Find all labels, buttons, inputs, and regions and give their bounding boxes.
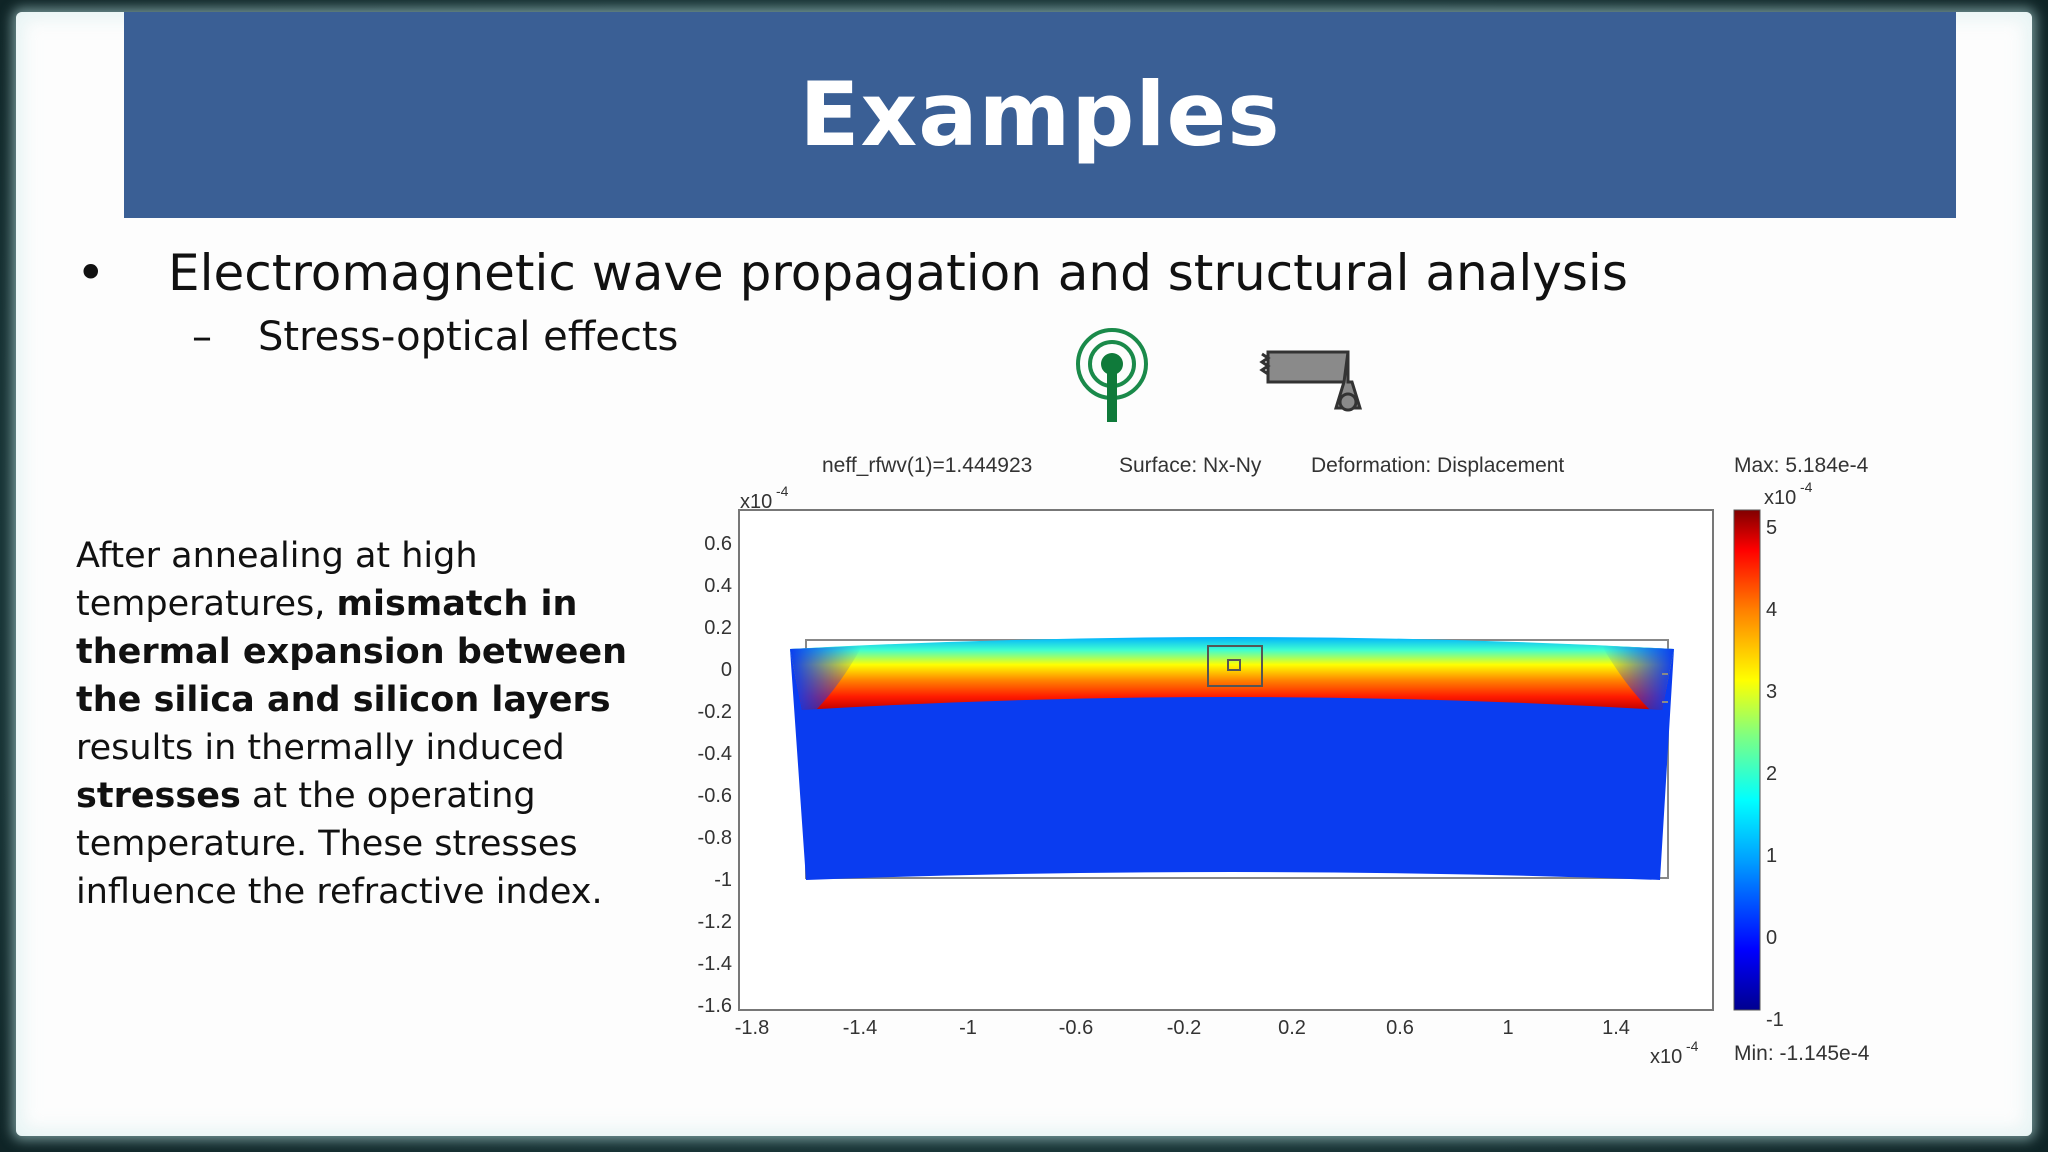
body-run: results in thermally induced (76, 728, 565, 768)
x-axis-ticks: -1.8 -1.4 -1 -0.6 -0.2 0.2 0.6 1 1.4 (735, 1017, 1630, 1039)
y-tick-label: -0.6 (698, 785, 732, 807)
title-bar: Examples (124, 12, 1956, 218)
antenna-icon (1076, 328, 1148, 422)
colorbar-tick-label: 5 (1766, 517, 1777, 539)
y-tick-label: 0 (721, 659, 732, 681)
x-tick-label: 0.6 (1386, 1017, 1414, 1039)
waveguide-core-outline (1207, 645, 1263, 687)
y-tick-label: -1 (714, 869, 732, 891)
svg-text:-4: -4 (1800, 479, 1813, 495)
y-tick-label: -1.6 (698, 995, 732, 1017)
y-exponent-label: x10 -4 (740, 483, 789, 513)
deformation-label: Deformation: Displacement (1311, 454, 1564, 477)
x-tick-label: -1.8 (735, 1017, 769, 1039)
cantilever-beam-icon (1259, 350, 1363, 412)
x-tick-label: 1 (1502, 1017, 1513, 1039)
y-tick-label: -0.8 (698, 827, 732, 849)
slide: Examples • Electromagnetic wave propagat… (16, 12, 2032, 1136)
svg-text:x10: x10 (1650, 1046, 1682, 1068)
svg-text:x10: x10 (1764, 487, 1796, 509)
dash-icon: – (192, 314, 212, 360)
colorbar-tick-label: -1 (1766, 1009, 1784, 1031)
body-emphasis: stresses (76, 776, 241, 816)
sub-bullet-text: Stress-optical effects (258, 314, 679, 360)
y-tick-label: 0.4 (704, 575, 732, 597)
svg-text:-4: -4 (1686, 1038, 1699, 1054)
x-exponent-label: x10 -4 (1650, 1038, 1699, 1068)
slide-title: Examples (799, 63, 1281, 166)
y-axis-ticks: 0.6 0.4 0.2 0 -0.2 -0.4 -0.6 -0.8 -1 -1.2 -1.4 -1.6 (698, 533, 732, 1017)
y-tick-label: -1.4 (698, 953, 732, 975)
min-label: Min: -1.145e-4 (1734, 1042, 1870, 1065)
svg-text:x10: x10 (740, 491, 772, 513)
x-tick-label: 0.2 (1278, 1017, 1306, 1039)
body-paragraph: After annealing at high temperatures, mi… (76, 532, 636, 916)
silica-layer (790, 637, 1674, 710)
bullet-dot-icon: • (76, 244, 106, 302)
colorbar-exponent-label: x10 -4 (1764, 479, 1813, 509)
x-tick-label: -0.6 (1059, 1017, 1093, 1039)
stress-plot: neff_rfwv(1)=1.444923 Surface: Nx-Ny Def… (698, 328, 1870, 1068)
bullet-text: Electromagnetic wave propagation and str… (168, 244, 1628, 302)
x-tick-label: -0.2 (1167, 1017, 1201, 1039)
colorbar-tick-label: 1 (1766, 845, 1777, 867)
colorbar-tick-label: 2 (1766, 763, 1777, 785)
colorbar-ticks: 5 4 3 2 1 0 -1 (1766, 517, 1784, 1031)
colorbar-tick-label: 0 (1766, 927, 1777, 949)
left-edge-shading (790, 646, 862, 710)
x-tick-label: 1.4 (1602, 1017, 1630, 1039)
y-tick-label: 0.2 (704, 617, 732, 639)
neff-label: neff_rfwv(1)=1.444923 (822, 454, 1032, 477)
body-run: After annealing at high temperatures, (76, 536, 478, 624)
y-tick-label: -0.4 (698, 743, 732, 765)
right-edge-shading (1602, 646, 1674, 710)
colorbar-tick-label: 4 (1766, 599, 1777, 621)
y-tick-label: -0.2 (698, 701, 732, 723)
waveguide-core (1227, 659, 1241, 671)
x-tick-label: -1.4 (843, 1017, 877, 1039)
body-emphasis: mismatch in thermal expansion between th… (76, 584, 628, 720)
surface-label: Surface: Nx-Ny (1119, 454, 1262, 477)
svg-text:-4: -4 (776, 483, 789, 499)
colorbar (1733, 509, 1761, 1011)
body-run: at the operating temperature. These stre… (76, 776, 603, 912)
max-label: Max: 5.184e-4 (1734, 454, 1869, 477)
y-tick-label: 0.6 (704, 533, 732, 555)
y-tick-label: -1.2 (698, 911, 732, 933)
x-tick-label: -1 (959, 1017, 977, 1039)
colorbar-tick-label: 3 (1766, 681, 1777, 703)
